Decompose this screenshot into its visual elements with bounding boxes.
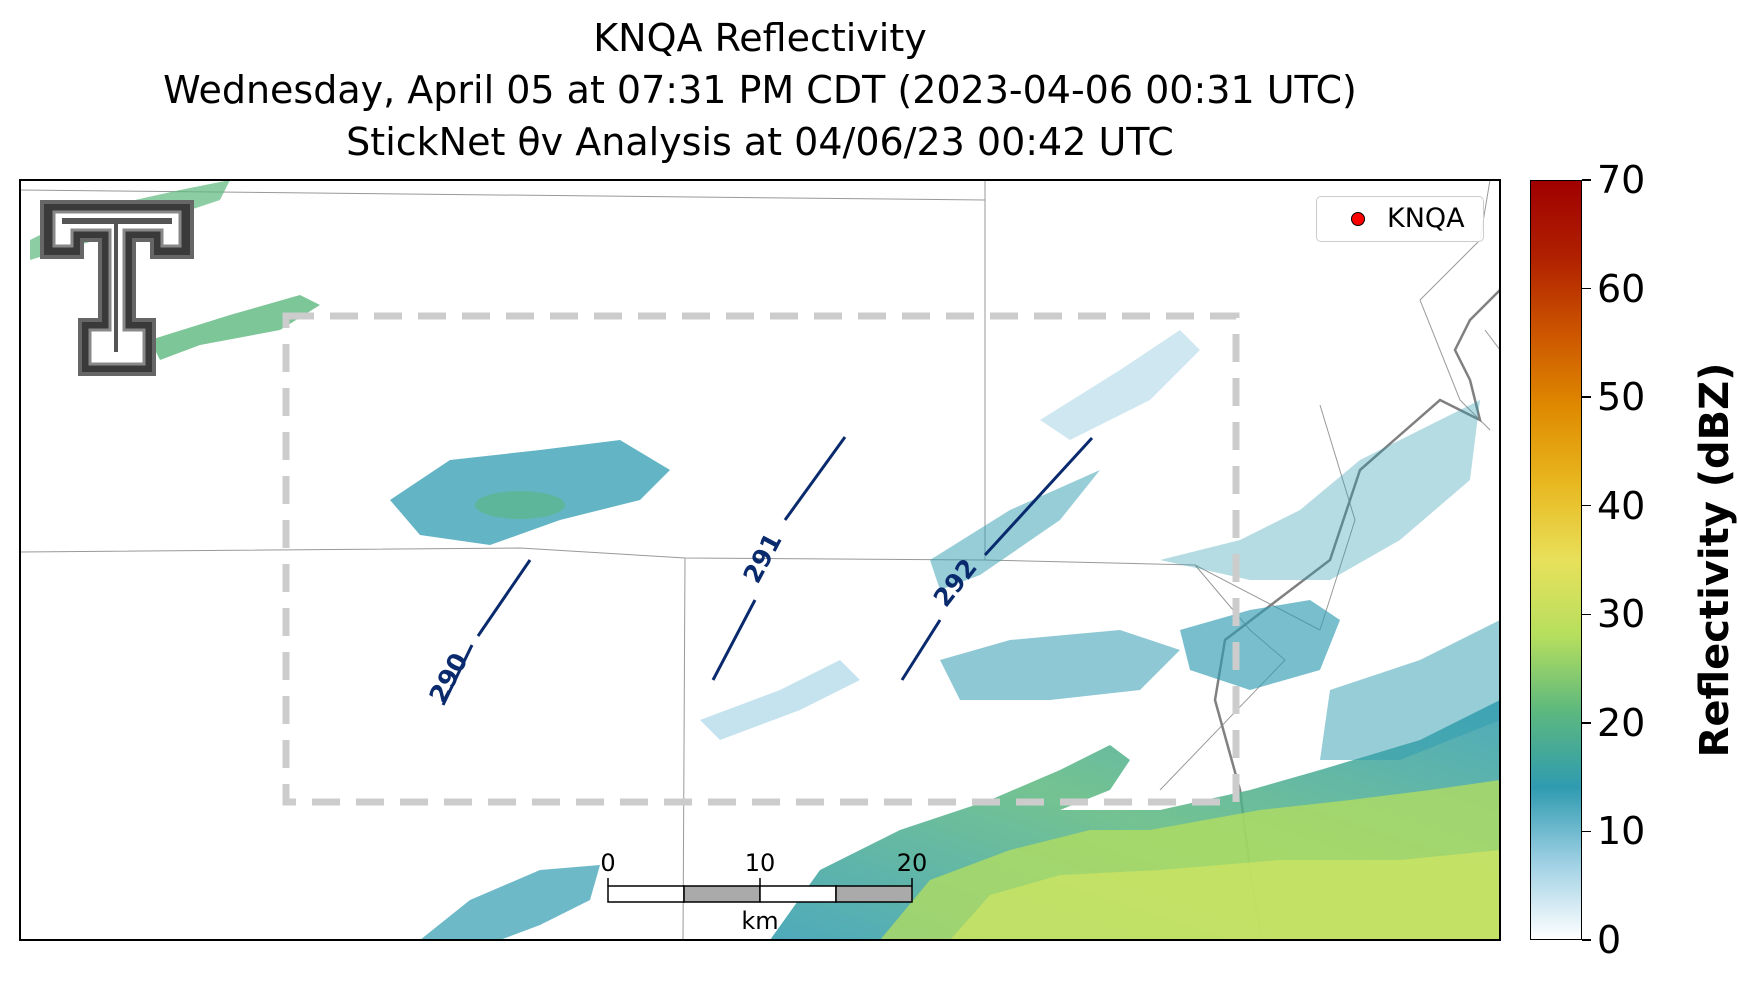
contour-290-lower — [441, 644, 474, 706]
scale-tick-0: 0 — [600, 849, 616, 877]
contour-292-lower — [900, 619, 942, 681]
contour-291-upper — [783, 436, 847, 521]
map-frame — [19, 179, 1501, 941]
title-datetime: Wednesday, April 05 at 07:31 PM CDT (202… — [163, 68, 1357, 112]
texas-tech-double-t-logo — [40, 200, 194, 376]
colorbar-tick-label: 20 — [1597, 700, 1646, 745]
scale-segment-1 — [607, 885, 685, 903]
state-boundary — [1213, 289, 1500, 940]
scale-unit: km — [741, 907, 779, 935]
map-area: 290 291 292 — [20, 180, 1500, 940]
colorbar-tick-label: 40 — [1597, 483, 1646, 528]
colorbar-tick-mark — [1582, 613, 1591, 616]
colorbar-tick-label: 70 — [1597, 158, 1646, 202]
colorbar-tick-label: 0 — [1597, 918, 1622, 962]
colorbar-tick-label: 50 — [1597, 375, 1646, 420]
contour-290-upper — [476, 559, 532, 637]
scale-segment-4 — [835, 885, 913, 903]
legend-label: KNQA — [1387, 203, 1465, 234]
theta-v-contours — [441, 436, 1094, 706]
colorbar-tick-label: 60 — [1597, 266, 1646, 311]
colorbar-tick-mark — [1582, 830, 1591, 833]
colorbar-tick-mark — [1582, 504, 1591, 507]
colorbar-label: Reflectivity (dBZ) — [1692, 362, 1738, 758]
colorbar-tick-mark — [1582, 287, 1591, 290]
title-analysis-text: StickNet θv Analysis at 04/06/23 00:42 U… — [346, 120, 1174, 164]
contour-291-lower — [711, 599, 757, 681]
colorbar-tick-mark — [1582, 722, 1591, 724]
colorbar-tick-label: 30 — [1597, 592, 1646, 637]
contour-292-upper — [983, 436, 1094, 557]
colorbar-tick-label: 10 — [1597, 809, 1646, 854]
radar-site-marker-icon — [1351, 212, 1365, 226]
scale-segment-3 — [759, 885, 837, 903]
reflectivity-colorbar — [1530, 180, 1582, 940]
colorbar-tick-mark — [1582, 179, 1591, 181]
analysis-domain-box — [282, 312, 1240, 806]
title-radar: KNQA Reflectivity — [593, 16, 927, 60]
colorbar-tick-mark — [1582, 396, 1591, 398]
map-legend: KNQA — [1316, 196, 1484, 242]
scale-tick-20: 20 — [896, 849, 928, 877]
contour-label-291: 291 — [737, 528, 787, 588]
scale-bar — [607, 878, 913, 903]
scale-tick-10: 10 — [744, 849, 776, 877]
title-analysis: StickNet θv Analysis at 04/06/23 00:42 U… — [0, 120, 1520, 164]
scale-segment-2 — [683, 885, 761, 903]
colorbar-tick-mark — [1582, 939, 1591, 941]
